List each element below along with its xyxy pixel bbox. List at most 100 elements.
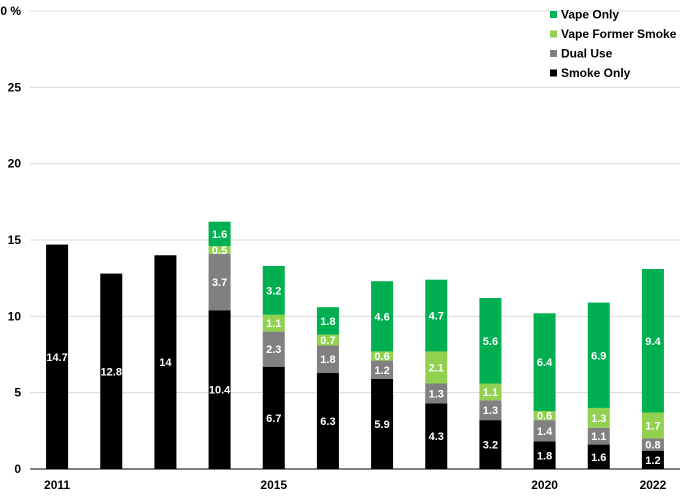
bar-segment — [371, 360, 394, 379]
data-label: 1.3 — [591, 413, 606, 425]
bar-segment — [208, 253, 231, 311]
legend-label: Smoke Only — [561, 66, 631, 80]
bar-segment — [533, 410, 556, 421]
x-tick-label: 2020 — [531, 478, 558, 492]
y-tick-label: 0 — [14, 462, 21, 476]
bar-segment — [262, 314, 285, 332]
data-label: 14 — [159, 357, 172, 369]
data-label: 1.8 — [537, 450, 552, 462]
legend-label: Dual Use — [561, 47, 613, 61]
data-label: 1.2 — [645, 455, 660, 467]
bar-segment — [587, 407, 610, 428]
data-label: 12.8 — [101, 366, 122, 378]
bar-segment — [479, 298, 502, 384]
y-tick-label: 20 — [8, 157, 22, 171]
data-label: 1.4 — [537, 426, 553, 438]
x-tick-label: 2022 — [640, 478, 667, 492]
data-label: 3.7 — [212, 277, 227, 289]
bar-segment — [262, 331, 285, 367]
data-label: 2.1 — [429, 362, 444, 374]
bar-segment — [641, 438, 664, 451]
data-label: 5.6 — [483, 336, 498, 348]
bar-segment — [641, 412, 664, 439]
bar-segment — [316, 372, 339, 469]
grid-lines — [30, 10, 680, 470]
bar-segment — [371, 281, 394, 352]
y-axis: 0 5 10 15 20 25 30 % — [0, 4, 21, 476]
legend-label: Vape Former Smoke — [561, 27, 677, 41]
data-label: 0.6 — [537, 411, 552, 423]
bar-segment — [587, 444, 610, 469]
data-label: 0.7 — [320, 335, 335, 347]
data-label: 1.6 — [591, 452, 606, 464]
legend-label: Vape Only — [561, 8, 619, 22]
bar-segment — [262, 366, 285, 469]
data-label: 5.9 — [374, 419, 389, 431]
data-label: 1.8 — [320, 354, 335, 366]
bar-segment — [479, 383, 502, 401]
y-tick-label: 25 — [8, 80, 22, 94]
bar-segment — [316, 307, 339, 335]
y-tick-label: 15 — [8, 233, 22, 247]
data-label: 4.3 — [429, 431, 444, 443]
data-label: 9.4 — [645, 336, 661, 348]
data-label: 1.3 — [483, 405, 498, 417]
bar-segment — [371, 351, 394, 361]
y-tick-label: 10 — [8, 309, 22, 323]
data-label: 14.7 — [46, 352, 67, 364]
bar-segment — [533, 313, 556, 411]
bars — [46, 221, 664, 469]
bar-segment — [371, 378, 394, 469]
data-label: 1.2 — [374, 365, 389, 377]
bar-segment — [154, 255, 177, 469]
legend-swatch — [550, 30, 557, 38]
bar-segment — [425, 383, 448, 404]
bar-segment — [208, 246, 231, 254]
bar-segment — [262, 265, 285, 315]
bar-segment — [316, 334, 339, 346]
legend-swatch — [550, 50, 557, 57]
data-label: 1.6 — [212, 229, 227, 241]
data-label: 1.1 — [591, 431, 606, 443]
data-label: 4.6 — [374, 311, 389, 323]
legend-swatch — [550, 11, 557, 18]
bar-segment — [641, 269, 664, 413]
bar-segment — [533, 420, 556, 442]
data-label: 1.8 — [320, 316, 335, 328]
data-label: 6.4 — [537, 357, 553, 369]
data-label: 1.7 — [645, 420, 660, 432]
y-tick-label: 30 % — [0, 4, 21, 18]
data-label: 6.9 — [591, 350, 606, 362]
x-tick-label: 2011 — [44, 478, 70, 492]
bar-segment — [479, 420, 502, 469]
data-label: 10.4 — [209, 385, 231, 397]
bar-segment — [479, 400, 502, 421]
bar-segment — [46, 244, 69, 469]
bar-segment — [587, 302, 610, 408]
bar-segment — [587, 427, 610, 445]
data-label: 1.3 — [429, 388, 444, 400]
bar-segment — [208, 221, 231, 247]
data-label: 1.1 — [483, 387, 498, 399]
bar-segment — [641, 450, 664, 469]
bar-segment — [425, 279, 448, 352]
bar-segment — [533, 441, 556, 469]
bar-segment — [425, 351, 448, 384]
x-tick-label: 2015 — [260, 478, 287, 492]
data-label: 6.7 — [266, 413, 281, 425]
data-label: 0.8 — [645, 440, 660, 452]
data-label: 6.3 — [320, 416, 335, 428]
data-labels: 14.7 12.8 14 10.4 3.7 0.5 1.6 6.7 2.3 1.1 3.2 6.3 1.… — [46, 229, 661, 467]
data-label: 1.1 — [266, 318, 281, 330]
data-label: 2.3 — [266, 344, 281, 356]
data-label: 3.2 — [266, 285, 281, 297]
bar-segment — [425, 403, 448, 469]
data-label: 0.5 — [212, 245, 227, 257]
bar-segment — [100, 273, 123, 469]
data-label: 3.2 — [483, 440, 498, 452]
data-label: 4.7 — [429, 311, 444, 323]
x-axis: 2011 2015 2020 2022 — [44, 478, 667, 492]
y-tick-label: 5 — [14, 386, 21, 400]
bar-segment — [208, 310, 231, 469]
